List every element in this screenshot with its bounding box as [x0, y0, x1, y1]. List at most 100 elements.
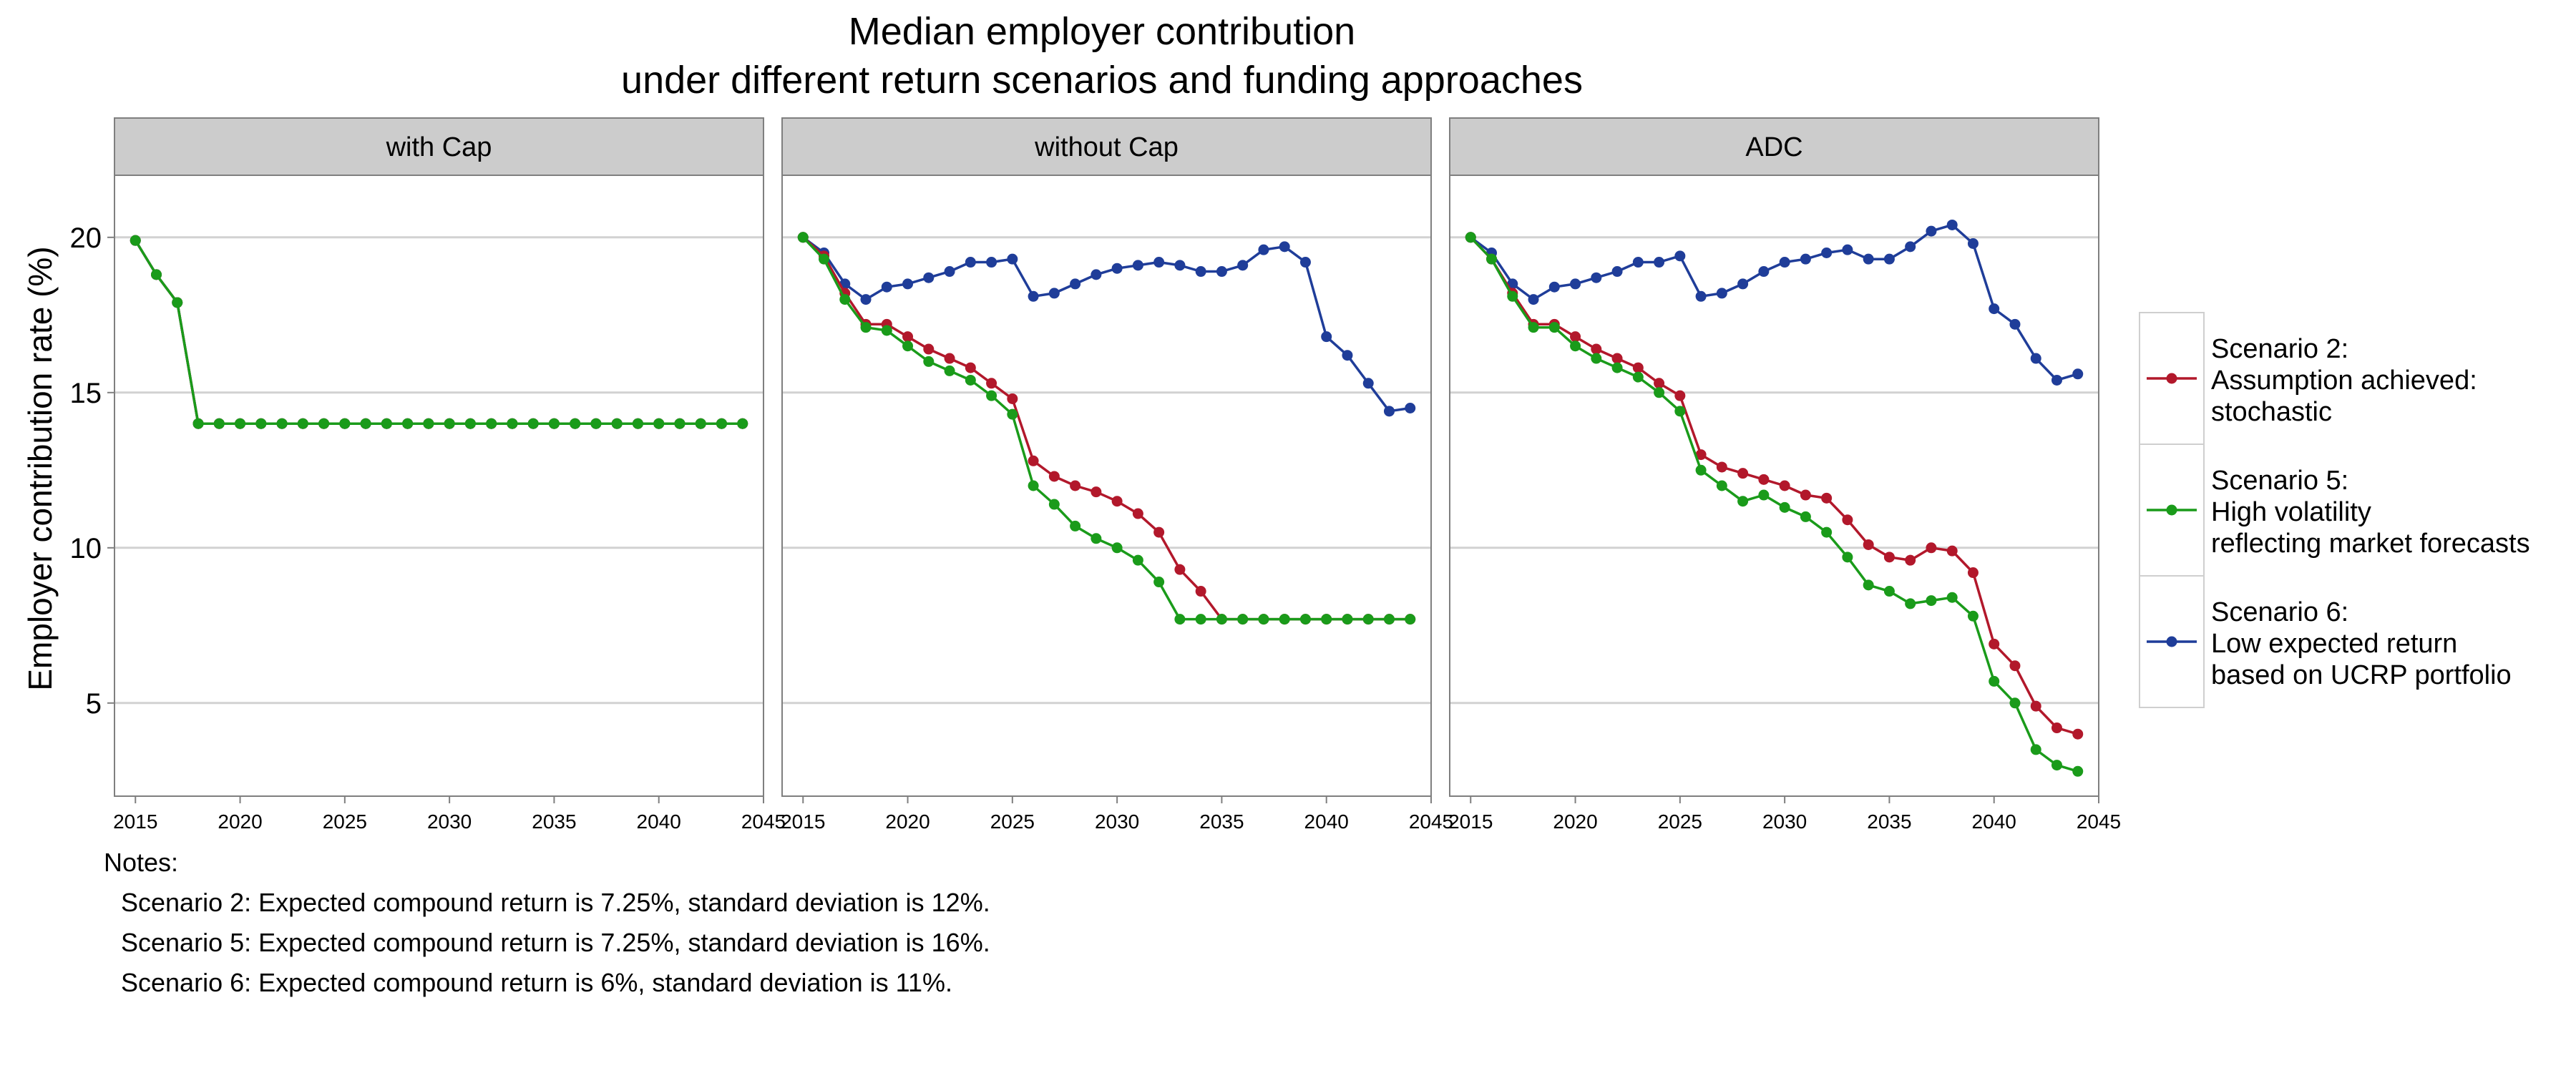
data-point-s6	[1528, 294, 1539, 305]
y-tick-label: 15	[70, 378, 102, 409]
data-point-s6	[1153, 257, 1165, 268]
data-point-s5	[1883, 586, 1895, 597]
data-point-s2	[1654, 378, 1665, 389]
y-axis-title: Employer contribution rate (%)	[21, 246, 59, 690]
data-point-s5	[2072, 765, 2084, 777]
data-point-s6	[881, 281, 892, 293]
note-scenario-6: Scenario 6: Expected compound return is …	[121, 968, 953, 997]
facet-panels: with Cap 2015 2020 2025 2030 2035 2040 2045 5 10 1…	[70, 117, 2121, 833]
data-point-s2	[1674, 390, 1686, 401]
data-point-s6	[902, 278, 914, 290]
data-point-s5	[527, 418, 539, 429]
data-point-s2	[1591, 343, 1602, 355]
data-point-s5	[695, 418, 706, 429]
data-point-s5	[1507, 290, 1518, 302]
legend-label: Assumption achieved:	[2211, 366, 2477, 396]
data-point-s2	[2072, 728, 2084, 740]
data-point-s6	[1800, 253, 1811, 265]
data-point-s6	[1091, 269, 1102, 280]
note-scenario-2: Scenario 2: Expected compound return is …	[121, 888, 990, 917]
data-point-s6	[1299, 257, 1311, 268]
data-point-s2	[1111, 496, 1123, 507]
data-point-s6	[1883, 253, 1895, 265]
data-point-s2	[1758, 474, 1770, 485]
data-point-s5	[1967, 610, 1979, 622]
x-tick-label: 2020	[218, 810, 262, 833]
data-point-s6	[1405, 403, 1416, 413]
x-tick-label: 2015	[113, 810, 157, 833]
data-point-s6	[1591, 272, 1602, 283]
data-point-s5	[1048, 499, 1060, 510]
data-point-s5	[1258, 614, 1269, 625]
data-point-s5	[1800, 511, 1811, 522]
data-point-s5	[923, 356, 935, 367]
panel-border	[1449, 175, 2099, 797]
data-point-s6	[965, 257, 976, 268]
data-point-s5	[1091, 533, 1102, 544]
data-point-s2	[1570, 331, 1581, 343]
data-point-s6	[860, 294, 872, 305]
data-point-s6	[1048, 288, 1060, 299]
data-point-s2	[1883, 552, 1895, 563]
data-point-s2	[1153, 526, 1165, 538]
data-point-s5	[737, 418, 748, 429]
data-point-s6	[1654, 257, 1665, 268]
data-point-s2	[1946, 545, 1958, 557]
x-tick-label: 2020	[1553, 810, 1597, 833]
data-point-s2	[902, 331, 914, 343]
data-point-s6	[1611, 266, 1623, 278]
data-point-s5	[632, 418, 643, 429]
data-point-s6	[1321, 331, 1332, 343]
x-tick-label: 2015	[781, 810, 825, 833]
facet-label: ADC	[1745, 132, 1802, 162]
legend-label: based on UCRP portfolio	[2211, 660, 2512, 690]
plot-background	[1450, 175, 2099, 796]
data-point-s5	[570, 418, 581, 429]
data-point-s6	[1737, 278, 1749, 290]
data-point-s5	[611, 418, 623, 429]
data-point-s2	[923, 343, 935, 355]
notes-heading: Notes:	[104, 848, 179, 877]
data-point-s5	[1716, 480, 1727, 491]
data-point-s5	[235, 418, 246, 429]
legend-label: Scenario 2:	[2211, 334, 2348, 364]
data-point-s5	[1405, 614, 1416, 625]
data-point-s6	[923, 272, 935, 283]
data-point-s5	[839, 294, 851, 305]
data-point-s5	[716, 418, 727, 429]
data-point-s6	[1383, 406, 1395, 417]
data-point-s5	[360, 418, 371, 429]
data-point-s5	[1007, 408, 1018, 420]
data-point-s5	[1926, 595, 1937, 607]
data-point-s6	[1279, 241, 1290, 253]
data-point-s2	[1028, 455, 1039, 466]
x-tick-label: 2025	[990, 810, 1035, 833]
legend: Scenario 2:Assumption achieved:stochasti…	[2139, 312, 2530, 708]
data-point-s6	[1821, 248, 1833, 258]
data-point-s5	[1383, 614, 1395, 625]
data-point-s5	[130, 235, 141, 246]
data-point-s5	[1216, 614, 1227, 625]
facet-strip	[114, 117, 764, 176]
data-point-s5	[1632, 371, 1644, 383]
data-point-s5	[986, 390, 997, 401]
y-tick-label: 10	[70, 533, 102, 564]
x-tick-label: 2045	[741, 810, 786, 833]
data-point-s5	[1758, 489, 1770, 501]
data-point-s2	[1195, 586, 1206, 597]
data-point-s6	[1716, 288, 1727, 299]
x-tick-label: 2030	[1095, 810, 1139, 833]
data-point-s6	[1926, 225, 1937, 237]
data-point-s5	[1153, 577, 1165, 588]
data-point-s5	[1779, 501, 1790, 513]
data-point-s6	[1967, 237, 1979, 249]
data-point-s5	[1465, 232, 1476, 243]
x-tick-label: 2025	[323, 810, 367, 833]
legend-label: reflecting market forecasts	[2211, 529, 2530, 559]
data-point-s5	[1237, 614, 1249, 625]
data-point-s2	[1989, 638, 2000, 650]
data-point-s5	[1028, 480, 1039, 491]
data-point-s6	[1362, 378, 1374, 389]
data-point-s6	[2051, 374, 2062, 386]
data-point-s5	[1821, 526, 1833, 538]
